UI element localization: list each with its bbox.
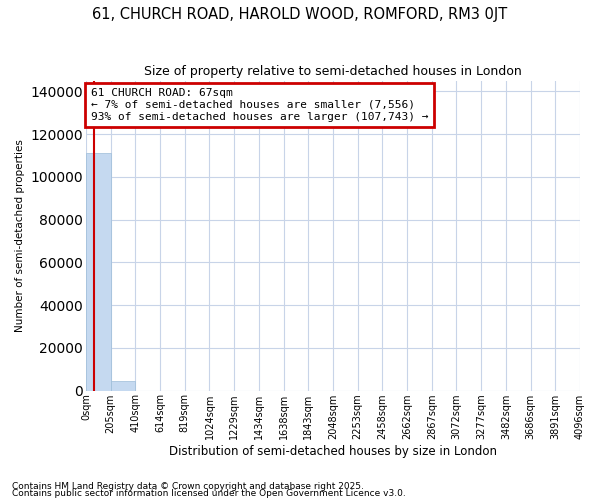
Text: Contains HM Land Registry data © Crown copyright and database right 2025.: Contains HM Land Registry data © Crown c… <box>12 482 364 491</box>
X-axis label: Distribution of semi-detached houses by size in London: Distribution of semi-detached houses by … <box>169 444 497 458</box>
Bar <box>111 381 136 390</box>
Text: Contains public sector information licensed under the Open Government Licence v3: Contains public sector information licen… <box>12 490 406 498</box>
Y-axis label: Number of semi-detached properties: Number of semi-detached properties <box>15 139 25 332</box>
Bar <box>86 153 110 390</box>
Text: 61 CHURCH ROAD: 67sqm
← 7% of semi-detached houses are smaller (7,556)
93% of se: 61 CHURCH ROAD: 67sqm ← 7% of semi-detac… <box>91 88 428 122</box>
Text: 61, CHURCH ROAD, HAROLD WOOD, ROMFORD, RM3 0JT: 61, CHURCH ROAD, HAROLD WOOD, ROMFORD, R… <box>92 8 508 22</box>
Title: Size of property relative to semi-detached houses in London: Size of property relative to semi-detach… <box>144 65 522 78</box>
